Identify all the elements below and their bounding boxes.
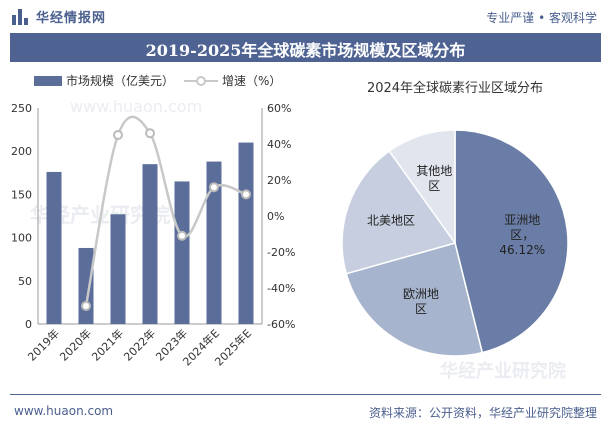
bar-series	[46, 142, 254, 324]
pie-label: 区，	[510, 228, 534, 242]
legend-line-marker	[196, 76, 206, 86]
bar-1	[78, 247, 94, 324]
growth-point-3	[177, 230, 187, 241]
growth-line-series	[81, 115, 251, 311]
y-tick-label: 200	[11, 145, 32, 158]
y-tick-label: 100	[11, 232, 32, 245]
slogan: 专业严谨 • 客观科学	[486, 11, 597, 25]
pie-label: 亚洲地	[504, 213, 540, 227]
pie-slice-0	[454, 129, 569, 354]
y-tick-label: 0	[25, 318, 32, 331]
pie-label: 北美地区	[367, 214, 415, 228]
y-tick-label: 50	[18, 275, 32, 288]
x-tick-label: 2022年	[121, 326, 158, 363]
bar-chart-axes: 0 50 100 150 200 250 -60% -40% -20% 0% 20% 40% 60%	[11, 102, 295, 331]
legend: 市场规模（亿美元） 增速（%）	[34, 73, 281, 88]
footer-url: www.huaon.com	[14, 404, 114, 418]
y2-tick-label: 20%	[267, 174, 291, 187]
footer-divider	[10, 394, 601, 395]
pie-label: 欧洲地	[403, 287, 439, 301]
y2-tick-label: 40%	[267, 138, 291, 151]
y2-tick-label: -60%	[267, 318, 295, 331]
legend-line-label: 增速（%）	[222, 74, 281, 88]
bar-chart-icon	[12, 8, 30, 25]
footer: www.huaon.com 资料来源：公开资料，华经产业研究院整理	[0, 392, 611, 426]
growth-point-5	[241, 189, 251, 200]
growth-point-0	[81, 301, 91, 311]
bar-5	[206, 161, 222, 324]
pie-title: 2024年全球碳素行业区域分布	[367, 80, 543, 96]
footer-source: 资料来源：公开资料，华经产业研究院整理	[368, 406, 597, 420]
charts-area: 华经产业研究院 www.huaon.com 华经产业研究院 华经产业研究院 市场…	[11, 73, 569, 382]
growth-point-2	[145, 128, 155, 139]
x-tick-label: 2019年	[25, 326, 62, 363]
watermark-brand-3: 华经产业研究院	[440, 360, 566, 382]
bar-4	[174, 181, 190, 324]
bar-2	[110, 214, 126, 324]
y-tick-label: 150	[11, 188, 32, 201]
y2-tick-label: -20%	[267, 246, 295, 259]
y2-tick-label: 60%	[267, 102, 291, 115]
pie-slice-3	[388, 129, 456, 246]
pie-label: 其他地	[416, 164, 452, 178]
y2-tick-label: -40%	[267, 282, 295, 295]
pie-slice-1	[345, 242, 484, 357]
legend-bar-swatch	[34, 76, 62, 86]
title-banner: 2019-2025年全球碳素市场规模及区域分布	[10, 33, 601, 62]
bar-3	[142, 164, 158, 324]
x-tick-label: 2021年	[89, 326, 126, 363]
legend-bar-label: 市场规模（亿美元）	[66, 73, 174, 88]
top-bar: 华经情报网 专业严谨 • 客观科学	[0, 0, 611, 32]
chart-title: 2019-2025年全球碳素市场规模及区域分布	[145, 41, 466, 60]
bar-6	[238, 142, 254, 324]
logo: 华经情报网	[12, 7, 106, 26]
watermark-url: www.huaon.com	[70, 97, 202, 116]
x-tick-label: 2020年	[57, 326, 94, 363]
bar-0	[46, 171, 62, 324]
y2-tick-label: 0%	[267, 210, 284, 223]
pie-label: 区	[428, 179, 440, 193]
growth-point-4	[209, 182, 219, 193]
pie-slice-2	[341, 150, 457, 275]
growth-point-1	[113, 130, 123, 140]
pie-label: 区	[415, 302, 427, 316]
brand-name: 华经情报网	[36, 11, 107, 26]
y-tick-label: 250	[11, 102, 32, 115]
pie-label: 46.12%	[499, 243, 545, 257]
